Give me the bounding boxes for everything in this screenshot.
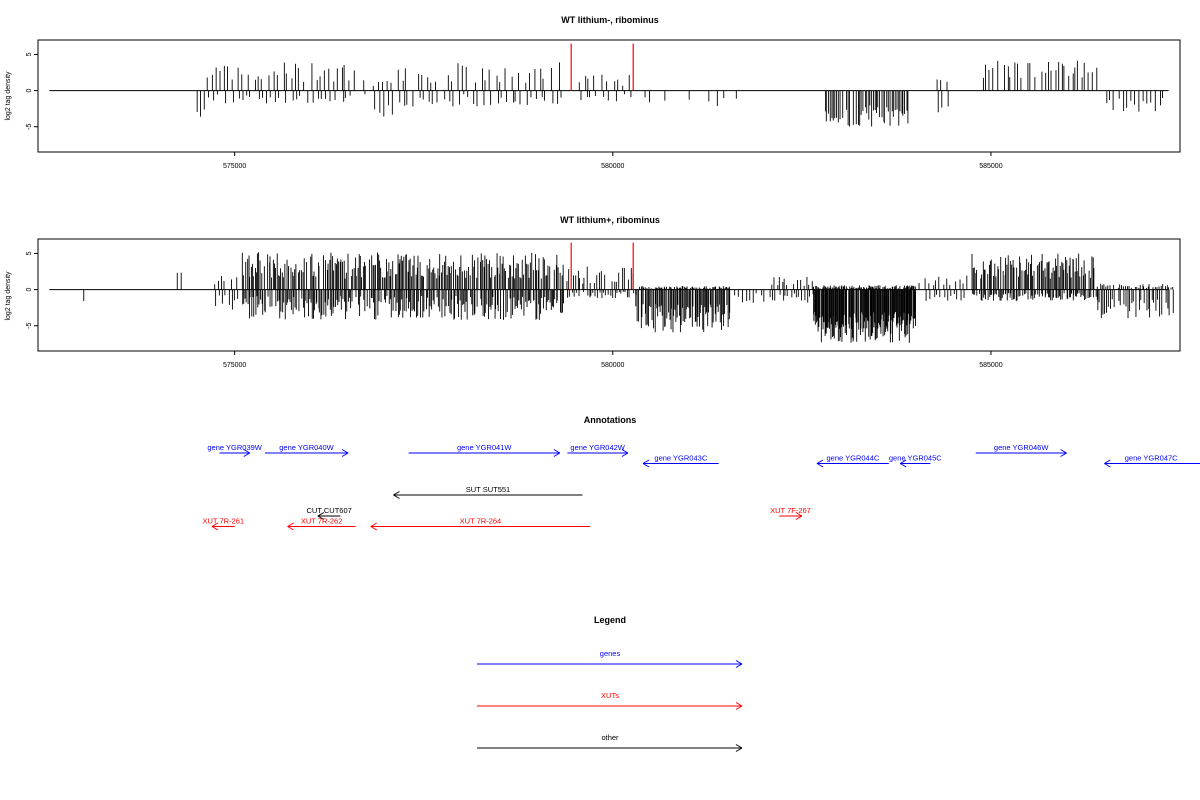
axes-layer: -5 0 5 575000 580000 585000: [26, 52, 1003, 170]
plot-frame: [37, 39, 1181, 153]
annotations-title: Annotations: [584, 415, 637, 425]
feature-label: gene YGR043C: [654, 454, 707, 463]
y-tick-label: 0: [26, 89, 33, 93]
feature-label: gene YGR044C: [826, 454, 879, 463]
feature-label: gene YGR041W: [457, 443, 512, 452]
x-tick-label: 580000: [601, 362, 624, 369]
axes-layer: -5 0 5 575000 580000 585000: [26, 251, 1003, 369]
x-tick-label: 580000: [601, 163, 624, 170]
y-tick-label: -5: [26, 322, 33, 328]
bars-layer: [49, 43, 1169, 127]
panel-lithium-minus: WT lithium-, ribominus log2 tag density …: [5, 15, 1181, 170]
legend-items: genes XUTs other: [477, 649, 743, 752]
feature-arrow: [1104, 459, 1200, 468]
feature-label: SUT SUT551: [466, 485, 510, 494]
feature-arrow: [899, 459, 931, 468]
x-tick-label: 575000: [223, 362, 246, 369]
annotations-panel: Annotations gene YGR039W gene YGR040W gene…: [203, 415, 1200, 531]
legend-arrow: [477, 660, 743, 668]
feature-arrow: [264, 449, 349, 457]
feature-arrow: [816, 459, 889, 468]
y-axis-label: log2 tag density: [5, 71, 12, 121]
feature-arrow: [393, 491, 583, 499]
legend-title: Legend: [594, 615, 626, 625]
feature-label: XUT 7F-267: [770, 506, 811, 515]
feature-label: gene YGR047C: [1125, 454, 1178, 463]
feature-arrow: [408, 449, 561, 457]
feature-arrow: [779, 512, 803, 520]
chart-title: WT lithium+, ribominus: [560, 215, 660, 225]
feature-arrow: [567, 449, 629, 457]
feature-arrow: [287, 522, 356, 531]
panel-lithium-plus: WT lithium+, ribominus log2 tag density …: [5, 215, 1181, 369]
feature-label: gene YGR040W: [279, 443, 334, 452]
feature-arrow: [370, 522, 591, 531]
feature-arrow: [642, 459, 719, 468]
x-tick-label: 575000: [223, 163, 246, 170]
feature-label: gene YGR046W: [994, 443, 1049, 452]
annotation-features: gene YGR039W gene YGR040W gene YGR041W gene…: [203, 443, 1200, 531]
legend-label: genes: [600, 649, 621, 658]
feature-label: XUT 7R-262: [301, 517, 343, 526]
plot-frame: [37, 238, 1181, 352]
y-tick-label: 5: [26, 52, 33, 56]
legend-label: XUTs: [601, 691, 619, 700]
x-tick-label: 585000: [979, 163, 1002, 170]
feature-label: gene YGR039W: [207, 443, 262, 452]
feature-arrow: [211, 522, 235, 531]
legend-arrow: [477, 702, 743, 710]
y-tick-label: 5: [26, 251, 33, 255]
legend-label: other: [601, 733, 619, 742]
y-tick-label: -5: [26, 123, 33, 129]
chart-title: WT lithium-, ribominus: [561, 15, 659, 25]
y-tick-label: 0: [26, 288, 33, 292]
feature-label: XUT 7R-261: [203, 517, 245, 526]
feature-label: gene YGR042W: [570, 443, 625, 452]
x-tick-label: 585000: [979, 362, 1002, 369]
feature-label: gene YGR045C: [889, 454, 942, 463]
feature-label: XUT 7R-264: [460, 517, 502, 526]
feature-arrow: [219, 449, 251, 457]
feature-arrow: [975, 449, 1067, 457]
legend-panel: Legend genes XUTs other: [477, 615, 743, 752]
feature-arrow: [317, 512, 341, 520]
feature-label: CUT CUT607: [307, 506, 352, 515]
bars-layer: [49, 242, 1174, 343]
y-axis-label: log2 tag density: [5, 271, 12, 321]
legend-arrow: [477, 744, 743, 752]
